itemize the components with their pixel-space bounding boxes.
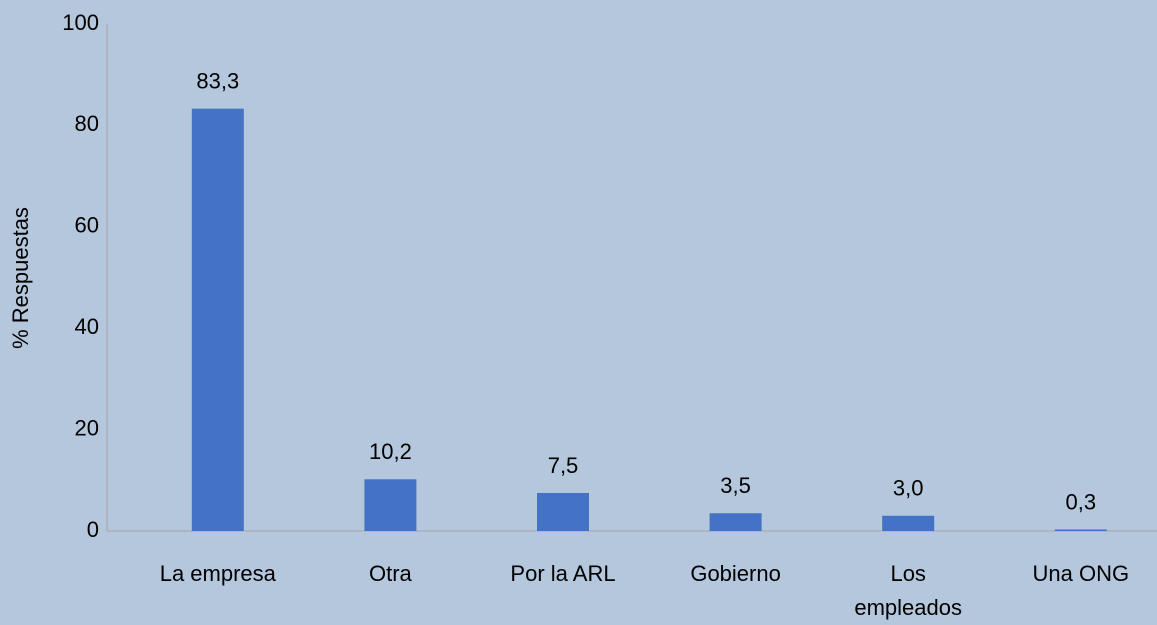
x-tick-label: Una ONG — [1033, 561, 1130, 586]
data-label: 0,3 — [1066, 489, 1097, 514]
y-tick-label: 40 — [75, 314, 99, 339]
data-label: 83,3 — [196, 68, 239, 93]
y-tick-label: 20 — [75, 415, 99, 440]
data-label: 10,2 — [369, 439, 412, 464]
y-tick-label: 80 — [75, 111, 99, 136]
bar — [364, 479, 417, 531]
x-tick-label: Los empleados — [854, 561, 962, 620]
y-tick-label: 100 — [62, 10, 99, 35]
x-tick-label: Por la ARL — [510, 561, 615, 586]
bar — [1054, 529, 1107, 531]
data-label: 3,5 — [720, 473, 751, 498]
y-tick-label: 0 — [87, 517, 99, 542]
bar — [882, 515, 935, 531]
bar — [709, 513, 762, 531]
y-axis-label: % Respuestas — [8, 207, 33, 349]
x-tick-label: Otra — [369, 561, 413, 586]
x-tick-label: La empresa — [160, 561, 277, 586]
y-tick-label: 60 — [75, 213, 99, 238]
data-label: 3,0 — [893, 476, 924, 501]
x-tick-label: Gobierno — [690, 561, 781, 586]
bar — [191, 108, 244, 531]
data-label: 7,5 — [548, 453, 579, 478]
bar — [537, 492, 589, 531]
